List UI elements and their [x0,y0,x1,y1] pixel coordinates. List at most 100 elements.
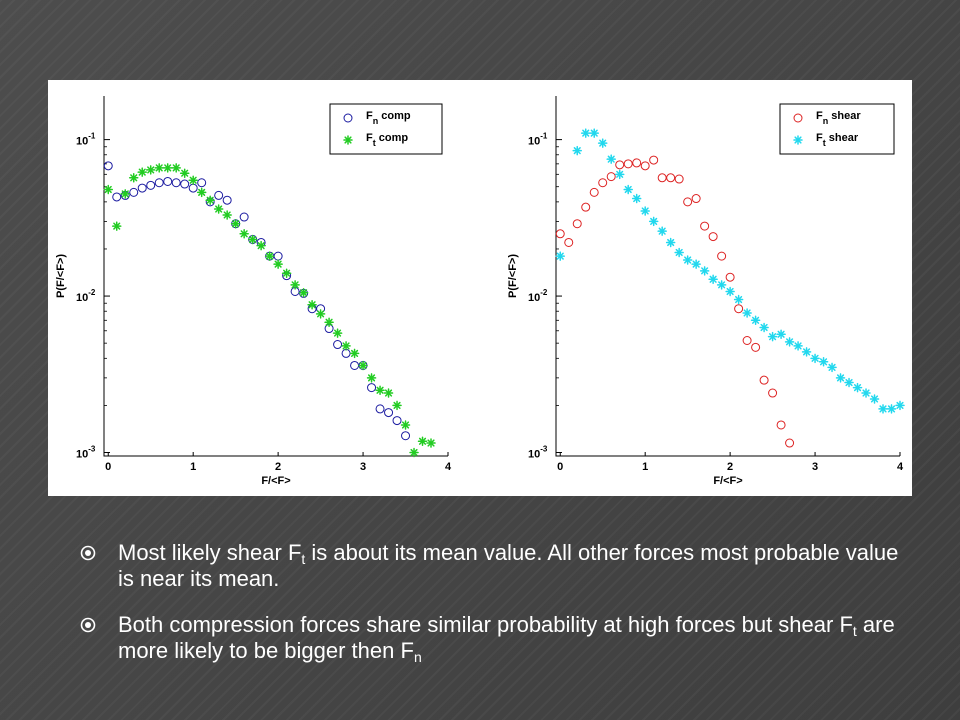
chart-2-series-1-point [632,158,642,168]
chart-1-series-1-point [146,180,156,190]
chart-1-series-2-point [366,373,377,383]
chart-2-series-2-point-stroke [887,405,896,413]
chart-1-series-2-point-stroke [317,310,325,318]
chart-1-series-2-point [409,447,419,458]
chart-1-series-1 [103,161,411,441]
chart-2-series-2-point-stroke [853,384,862,392]
chart-2-series-2-point [657,226,667,236]
chart-1-series-2-point [341,341,351,351]
chart-1-series-2-point [426,438,436,448]
chart-2-series-2-point [844,377,854,388]
chart-2-series-2-point [699,266,710,276]
chart-2-series-2-point [597,138,608,148]
chart-1-series-2-point-stroke [334,329,342,337]
chart-1-series-2-point [230,218,241,229]
chart-2-series-2-point-stroke [650,217,658,225]
chart-1-series-2-point-stroke [240,230,248,238]
chart-1-series-2-point-stroke [266,252,274,260]
chart-1-series-2-point [171,163,181,173]
chart-2-series-1-point [691,194,701,204]
chart-1-series-2-point [375,385,385,396]
chart-1-series-2-point-stroke [249,235,257,244]
chart-2-series-2-point [750,315,761,326]
chart-2-series-2-point-stroke [811,354,819,362]
chart-1-series-1-point [273,251,283,261]
chart-1-series-2-point [103,184,113,195]
chart-1-series-2-point [332,328,343,338]
chart-1-series-2-point [111,221,122,231]
chart-1-series-2-point [179,168,190,178]
chart-2-series-2-point-stroke [684,256,692,264]
chart-2-series-2-point-stroke [870,395,879,403]
chart-1-series-2-point-stroke [130,174,138,182]
bullet-item-2: Both compression forces share similar pr… [80,612,920,664]
chart-1-series-1-point [137,183,147,193]
chart-2-series-1-point [555,229,565,239]
chart-2-series-1-point [572,219,582,229]
chart-2-series-2-point [665,237,676,248]
chart-2-series-2-point-stroke [760,323,768,332]
chart-1-ytick-label: 10-2 [76,288,96,304]
chart-2-series-2-point [674,247,684,258]
chart-2-series-1-point [640,161,650,171]
chart-2-series-2-point-stroke [802,348,811,356]
chart-2-series-2-point-stroke [896,401,904,409]
chart-1-series-1-point [392,416,402,426]
chart-2-series-2-point [895,400,905,411]
chart-2-series-2-point-stroke [862,389,870,397]
chart-1-series-2-point-stroke [147,166,155,174]
chart-2-axes [555,96,900,457]
chart-2-legend-marker-2 [793,135,803,145]
bullet-circle-icon [80,545,96,561]
chart-2-series-2-point [810,353,820,364]
chart-1-xtick-label: 0 [105,461,111,473]
chart-1-series-2-point [349,348,360,359]
chart-2-series-2-point [614,169,625,180]
chart-2-series-1-point [606,172,616,182]
chart-1-series-1-point [154,178,164,188]
chart-2-y-axis-label: P(F/<F>) [507,254,519,298]
chart-2-series-1-point [700,221,710,231]
chart-1-series-2-point-stroke [215,205,223,213]
chart-2-series-1-point [725,272,735,282]
chart-1-legend-marker-1 [343,113,353,123]
chart-2-series-2-point [784,337,795,347]
chart-2-series-2-point-stroke [718,281,726,289]
chart-1-series-2-point-stroke [393,401,401,409]
chart-2-series-1-point [598,178,608,188]
chart-2-ytick-label: 10-1 [528,132,548,148]
chart-1-series-1-point [188,183,198,193]
chart-2-series-2-point [589,128,599,138]
chart-2-xtick-label: 2 [727,461,733,473]
chart-2-series-1-point [657,173,667,183]
chart-2-series-2-point [640,206,650,216]
chart-1-series-2-point [120,189,130,199]
chart-2-series-2-point [623,184,633,195]
chart-2-ytick-label: 10-2 [528,288,548,304]
chart-2-series-2-point [878,404,888,414]
chart-2-series-2-point [555,251,565,261]
chart-1-series-2-point-stroke [418,437,427,445]
chart-2-series-2-point-stroke [701,267,709,275]
chart-1-series-2-point-stroke [283,269,291,277]
chart-1-series-2-point [162,163,173,173]
bullet-item-1: Most likely shear Ft is about its mean v… [80,540,920,592]
chart-2-series-2-point-stroke [769,333,777,341]
chart-1-y-axis-label: P(F/<F>) [55,254,67,298]
chart-2-series-1-point [708,232,718,242]
chart-2-series-2-point-stroke [616,170,624,178]
chart-2-series-2-point [580,128,591,138]
chart-2-series-2-point [861,388,871,398]
chart-1-ytick-label: 10-3 [76,445,96,461]
chart-1-series-2-point [358,360,368,371]
chart-1-legend: Fn comp Ft comp [329,103,443,155]
chart-2-series-2-point-stroke [675,248,683,257]
chart-2-series-2-point-stroke [658,227,666,235]
chart-2-xtick-label: 1 [642,461,648,473]
chart-2: 0 1 2 3 4 10-1 10-2 10-3 F/<F> P(F/<F>) Fn shear Ft… [507,96,905,487]
chart-1-series-2-point [247,234,258,245]
bullet-1-text-b: is about its mean value. All other force… [118,540,899,591]
chart-1-series-1-point [103,161,113,171]
chart-1-series-2-point-stroke [138,168,146,176]
bullet-circle-icon [80,617,96,633]
